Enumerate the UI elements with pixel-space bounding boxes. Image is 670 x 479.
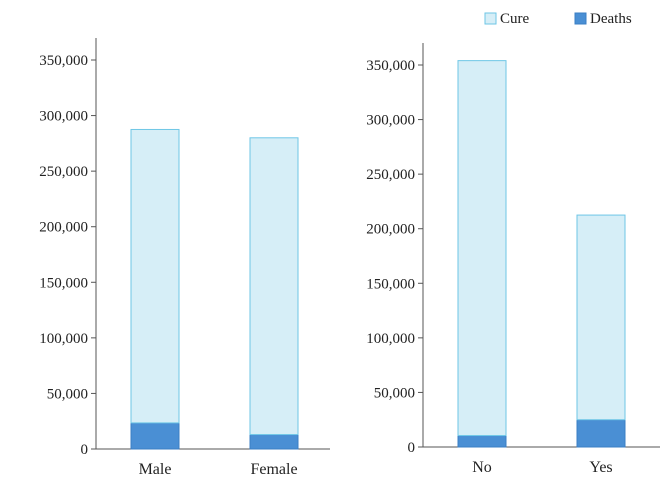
y-tick-label: 200,000 [366,222,415,238]
y-tick-label: 200,000 [39,220,88,236]
y-tick-label: 0 [81,442,89,458]
y-tick-label: 50,000 [47,386,88,402]
y-tick-label: 150,000 [366,276,415,292]
legend-swatch-cure [484,12,497,25]
bar-cure-male [130,128,180,424]
bar-cure-yes [576,214,626,421]
bar-deaths-yes [576,419,626,448]
x-category-label: No [472,459,492,476]
chart-legend: Cure Deaths [484,11,632,27]
y-tick-label: 0 [408,440,416,456]
y-tick-label: 350,000 [39,53,88,69]
bar-deaths-male [130,422,180,450]
bar-cure-female [249,137,299,436]
chart-panel-gender: 0 50,000 100,000 150,000 200,000 250,000 300,0… [39,38,330,478]
x-category-label: Yes [589,459,612,476]
y-tick-label: 300,000 [39,109,88,125]
bar-deaths-female [249,434,299,450]
legend-label-deaths: Deaths [590,11,632,27]
y-tick-label: 250,000 [39,164,88,180]
bar-cure-no [457,60,507,437]
bar-deaths-no [457,435,507,448]
y-tick-label: 300,000 [366,113,415,129]
legend-swatch-deaths [574,12,587,25]
x-category-label: Male [139,461,172,478]
x-category-label: Female [250,461,297,478]
y-tick-label: 100,000 [366,331,415,347]
y-tick-label: 250,000 [366,167,415,183]
y-tick-label: 50,000 [374,385,415,401]
y-tick-label: 350,000 [366,58,415,74]
chart-panel-yes-no: 0 50,000 100,000 150,000 200,000 250,000 300,0… [366,43,660,476]
y-tick-label: 100,000 [39,331,88,347]
y-tick-label: 150,000 [39,275,88,291]
legend-label-cure: Cure [500,11,530,27]
